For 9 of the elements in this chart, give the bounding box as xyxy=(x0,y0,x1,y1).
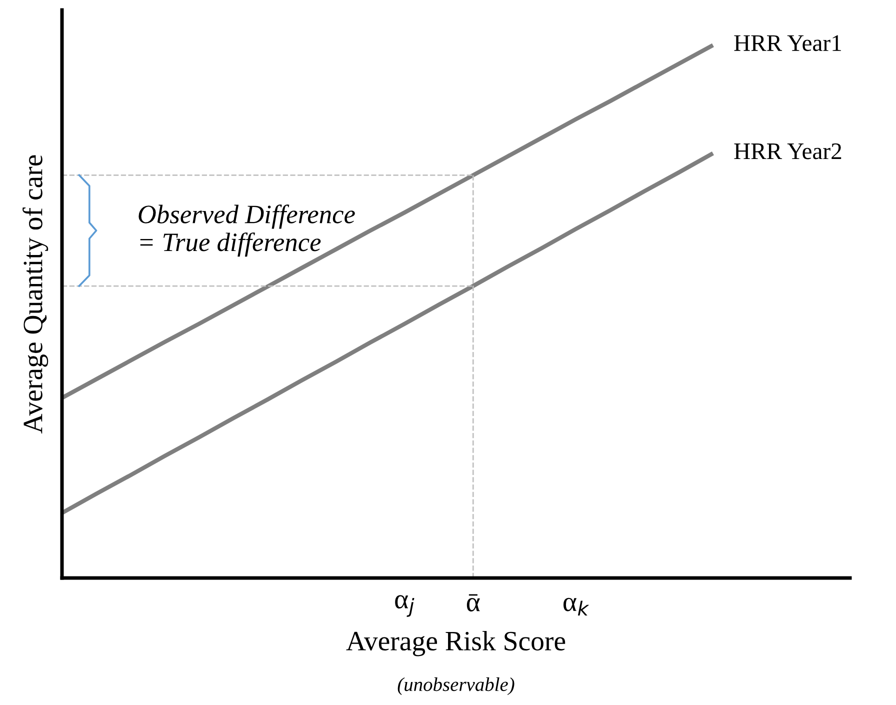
y-axis-title: Average Quantity of care xyxy=(22,155,48,434)
x-tick-label: ᾱ xyxy=(466,594,480,612)
x-tick-label: α$_{k}$ xyxy=(564,598,590,616)
annotation: Observed Difference = True difference xyxy=(138,204,355,257)
series-label: HRR Year1 xyxy=(734,35,841,52)
x-tick-label: α$_{j}$ xyxy=(395,595,414,617)
series-label: HRR Year2 xyxy=(734,143,842,160)
text: (unobservable) xyxy=(398,677,514,696)
x-axis-title: Average Risk Score xyxy=(346,630,566,656)
